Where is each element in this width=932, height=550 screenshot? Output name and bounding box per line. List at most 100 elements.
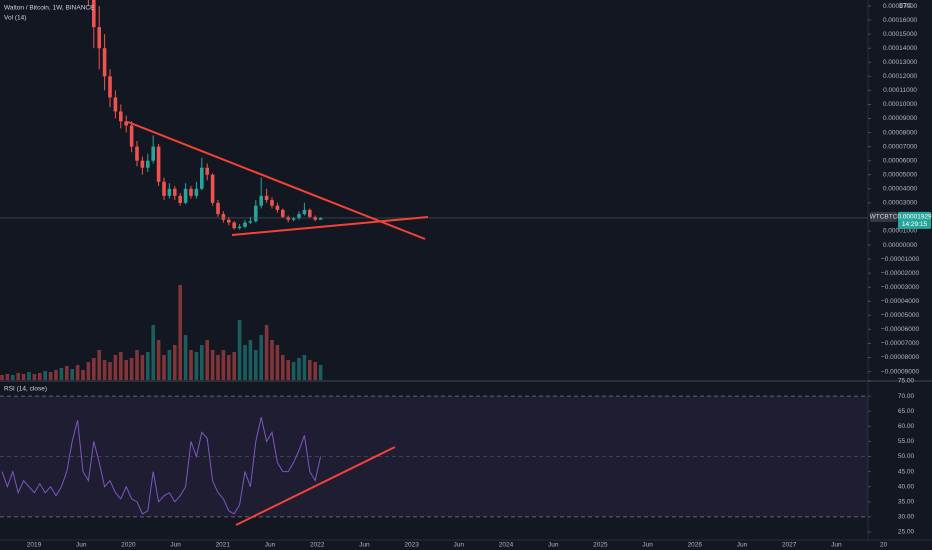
rsi-y-tick-label: 55.00 <box>898 438 915 445</box>
volume-bar <box>232 352 236 380</box>
x-tick-label: 2025 <box>593 542 608 549</box>
candle-body <box>102 48 107 77</box>
candle-body <box>308 209 312 217</box>
volume-bar <box>59 368 64 380</box>
candle-body <box>286 216 290 220</box>
volume-bar <box>200 345 204 380</box>
candle-body <box>167 188 172 196</box>
candle-body <box>92 0 96 28</box>
volume-bar <box>140 355 145 380</box>
x-tick-label: Jun <box>76 542 87 549</box>
volume-bar <box>205 340 209 380</box>
volume-bar <box>54 370 58 380</box>
candle-body <box>210 174 215 203</box>
y-tick-label: 0.00006000 <box>883 157 918 164</box>
candle-body <box>173 188 177 196</box>
volume-bar <box>264 325 269 380</box>
rsi-y-tick-label: 75.00 <box>898 378 915 385</box>
candle-body <box>216 202 220 215</box>
y-tick-label: 0.00003000 <box>883 200 918 207</box>
y-tick-label: 0.00007000 <box>883 143 918 150</box>
trend-line[interactable] <box>235 446 396 526</box>
rsi-pane <box>0 395 868 518</box>
rsi-y-tick-label: 45.00 <box>898 468 915 475</box>
candle-body <box>243 222 247 227</box>
y-tick-label: 0.00000000 <box>883 242 918 249</box>
candle-body <box>248 221 253 223</box>
y-tick-label: −0.00008000 <box>881 354 920 361</box>
y-tick-label: 0.00011000 <box>883 87 917 94</box>
y-tick-label: −0.00005000 <box>881 312 920 319</box>
candle-body <box>135 146 139 161</box>
x-tick-label: Jun <box>548 542 559 549</box>
volume-bar <box>227 355 231 380</box>
y-tick-label: 0.00013000 <box>883 59 918 66</box>
y-tick-label: −0.00003000 <box>881 284 920 291</box>
candle-body <box>194 188 199 196</box>
volume-bar <box>108 362 112 380</box>
rsi-y-tick-label: 65.00 <box>898 408 915 415</box>
candle-body <box>270 200 274 206</box>
volume-bar <box>135 350 139 380</box>
candle-body <box>297 214 301 219</box>
volume-bar <box>86 362 91 380</box>
volume-bar <box>178 285 182 380</box>
candle-body <box>302 209 307 215</box>
volume-bar <box>254 350 258 380</box>
volume-bar <box>151 325 155 380</box>
volume-bar <box>27 372 31 380</box>
candle-body <box>183 188 188 203</box>
y-tick-label: 0.00009000 <box>883 115 918 122</box>
rsi-y-tick-label: 30.00 <box>898 514 915 521</box>
x-tick-label: 2026 <box>688 542 703 549</box>
volume-bar <box>291 362 296 380</box>
x-tick-label: 20 <box>880 542 888 549</box>
y-tick-label: 0.00001000 <box>883 228 918 235</box>
x-tick-label: Jun <box>737 542 748 549</box>
trend-line[interactable] <box>127 121 426 240</box>
volume-bar <box>21 374 26 380</box>
rsi-line <box>1 417 322 515</box>
candle-body <box>237 226 242 229</box>
candle-body <box>189 188 193 196</box>
volume-bar <box>75 365 80 380</box>
candle-body <box>254 205 258 222</box>
x-tick-label: 2022 <box>310 542 325 549</box>
volume-bar <box>248 340 253 380</box>
countdown-label: 14:29:15 <box>902 221 928 228</box>
candle-body <box>291 218 296 220</box>
volume-bar <box>129 358 134 380</box>
volume-bar <box>65 366 69 380</box>
volume-bar <box>281 355 285 380</box>
volume-bar <box>275 345 280 380</box>
volume-label: Vol (14) <box>4 15 26 22</box>
volume-bar <box>81 370 85 380</box>
volume-bar <box>308 360 312 380</box>
rsi-y-tick-label: 50.00 <box>898 453 915 460</box>
y-tick-label: −0.00006000 <box>881 326 920 333</box>
volume-bar <box>113 355 118 380</box>
volume-bar <box>286 360 290 380</box>
trend-line[interactable] <box>231 216 429 236</box>
candle-body <box>156 146 161 182</box>
y-tick-label: −0.00007000 <box>881 340 920 347</box>
candle-body <box>113 97 118 112</box>
candle-body <box>140 160 145 168</box>
unit-label: BTC <box>899 3 912 10</box>
candle-body <box>129 125 134 147</box>
y-tick-label: 0.00008000 <box>883 129 918 136</box>
y-tick-label: 0.00005000 <box>883 171 918 178</box>
candle-body <box>275 205 280 210</box>
x-tick-label: 2020 <box>121 542 136 549</box>
volume-bar <box>119 352 123 380</box>
volume-bar <box>167 350 172 380</box>
y-tick-label: −0.00002000 <box>881 270 920 277</box>
y-tick-label: 0.00010000 <box>883 101 918 108</box>
x-tick-label: 2023 <box>404 542 419 549</box>
candle-body <box>264 195 269 201</box>
volume-bar <box>11 375 15 380</box>
symbol-label: WTCBTC <box>870 214 898 221</box>
volume-bar <box>102 360 107 380</box>
last-price-badge <box>898 211 931 229</box>
